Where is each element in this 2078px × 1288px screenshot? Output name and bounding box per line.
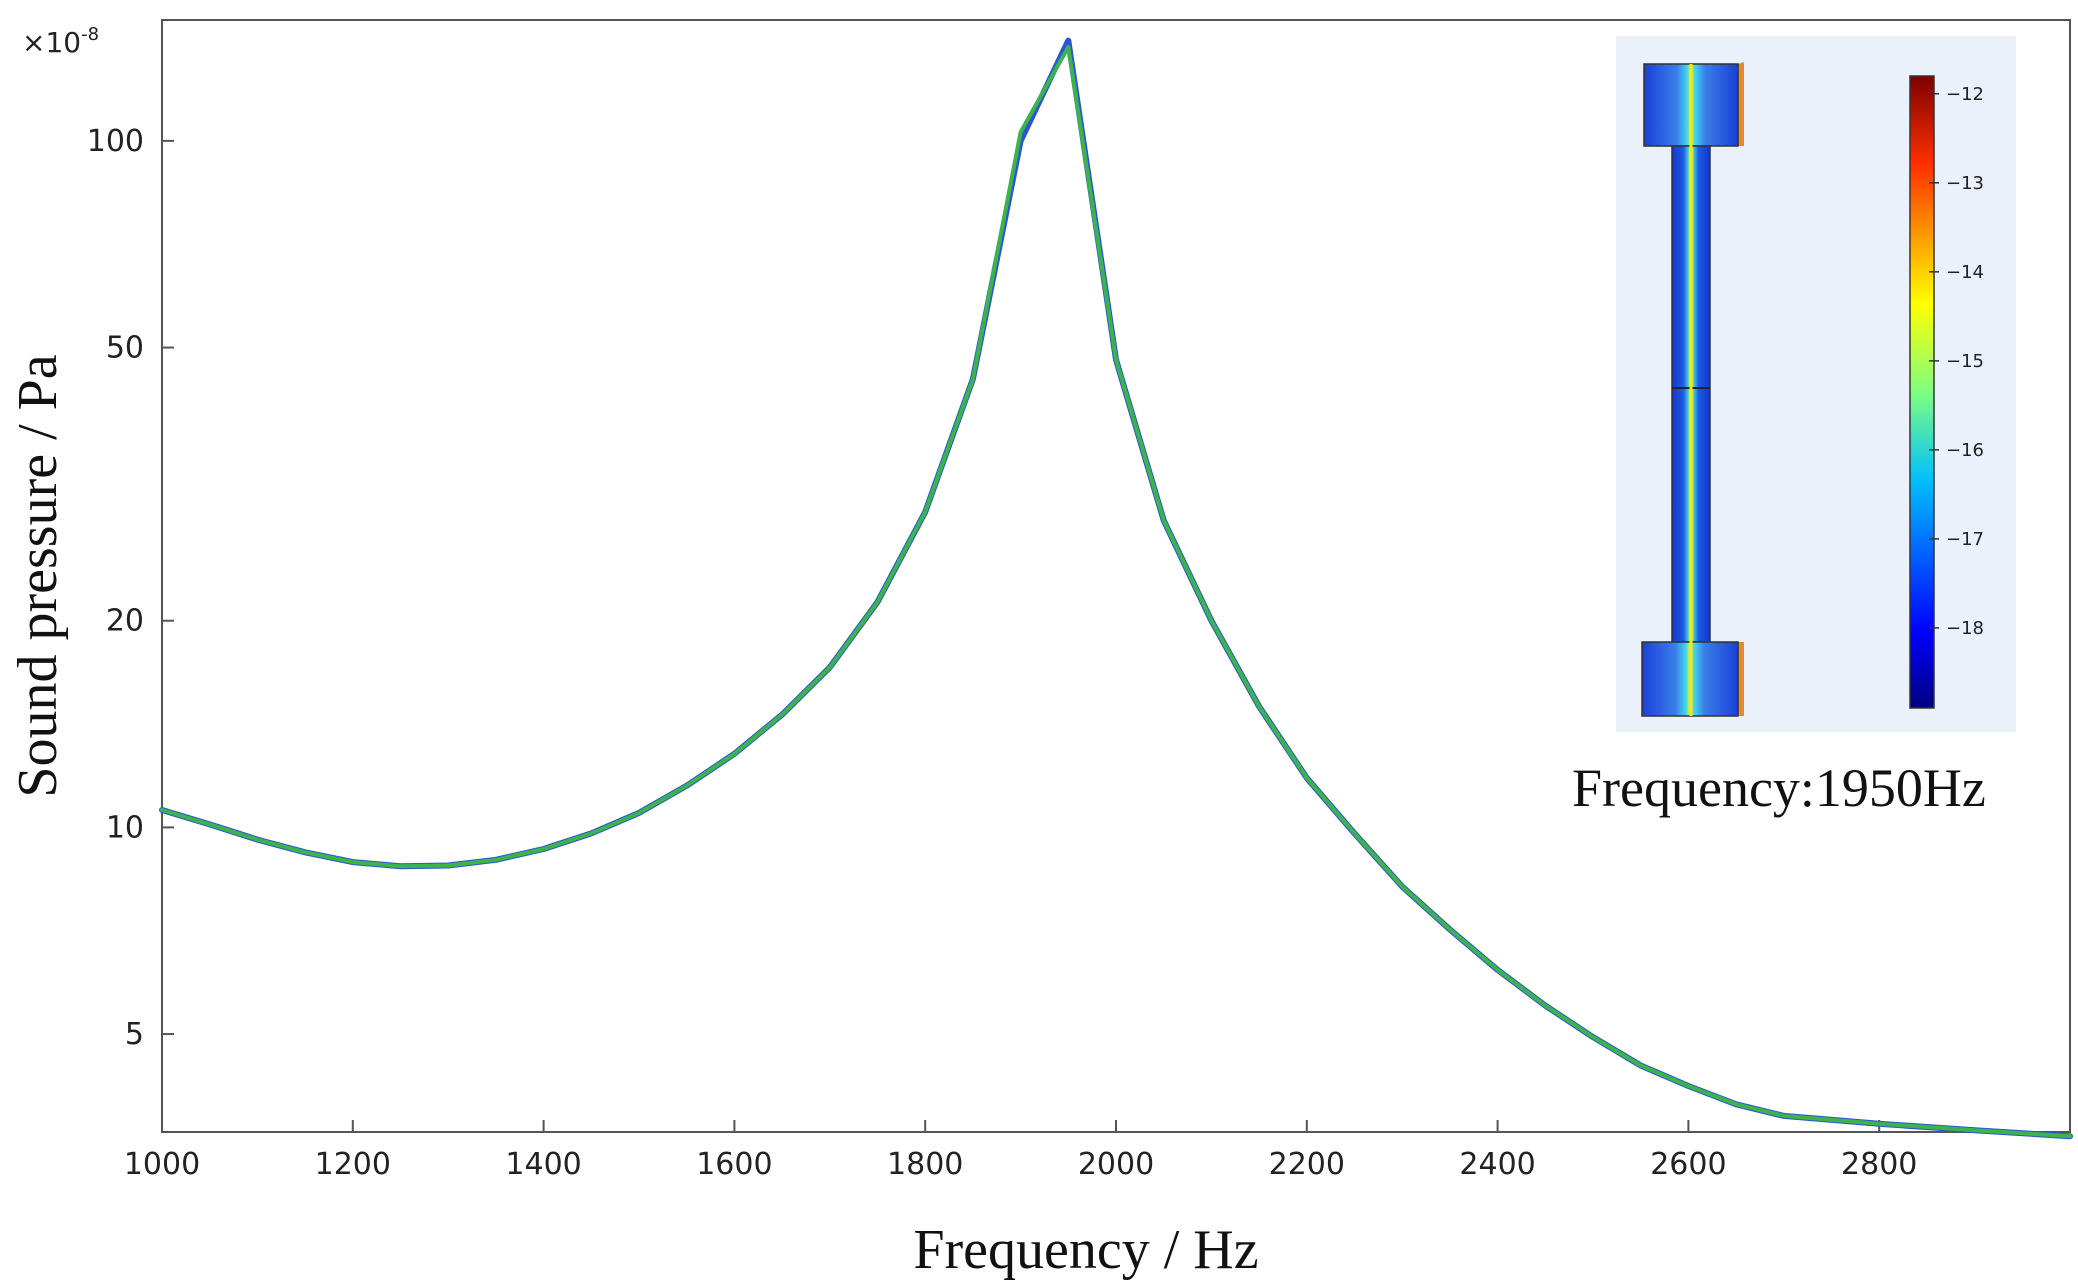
y-axis-title: Sound pressure / Pa: [7, 354, 69, 797]
series-line-2: [160, 45, 2072, 1139]
x-tick-label: 1600: [696, 1147, 772, 1182]
y-tick-label: 20: [106, 604, 144, 639]
x-tick-label: 1200: [315, 1147, 391, 1182]
y-tick-label: 10: [106, 810, 144, 845]
x-axis-title: Frequency / Hz: [913, 1219, 1258, 1281]
x-tick-label: 1000: [124, 1147, 200, 1182]
series-layer: [159, 37, 2073, 1140]
y-multiplier: ×10-8: [22, 24, 99, 59]
y-tick-label: 5: [125, 1017, 144, 1052]
x-tick-label: 1400: [505, 1147, 581, 1182]
y-tick-label: 50: [106, 331, 144, 366]
colorbar-tick-label: −13: [1946, 173, 1984, 194]
colorbar-tick-label: −12: [1946, 84, 1984, 105]
y-tick-label: 100: [87, 124, 144, 159]
colorbar-ticks: −12 −13 −14 −15 −16 −17 −18: [1929, 84, 1984, 639]
beam-geometry: [1641, 62, 1744, 717]
colorbar: [1909, 75, 1935, 709]
inset-simulation-image: −12 −13 −14 −15 −16 −17 −18 Frequency:1950Hz: [1572, 36, 2016, 818]
x-tick-label: 2400: [1459, 1147, 1535, 1182]
colorbar-tick-label: −18: [1946, 618, 1984, 639]
colorbar-tick-label: −16: [1946, 440, 1984, 461]
x-tick-label: 2200: [1269, 1147, 1345, 1182]
x-tick-label: 1800: [887, 1147, 963, 1182]
colorbar-tick-label: −17: [1946, 529, 1984, 550]
x-axis-ticks: 1000 1200 1400 1600 1800 2000 2200 2400 2600 2800: [124, 1120, 1917, 1182]
x-tick-label: 2800: [1841, 1147, 1917, 1182]
x-tick-label: 2600: [1650, 1147, 1726, 1182]
y-axis-ticks: 5 10 20 50 100: [87, 124, 174, 1052]
inset-caption: Frequency:1950Hz: [1572, 758, 1986, 818]
x-tick-label: 2000: [1078, 1147, 1154, 1182]
colorbar-tick-label: −14: [1946, 262, 1984, 283]
colorbar-tick-label: −15: [1946, 351, 1984, 372]
